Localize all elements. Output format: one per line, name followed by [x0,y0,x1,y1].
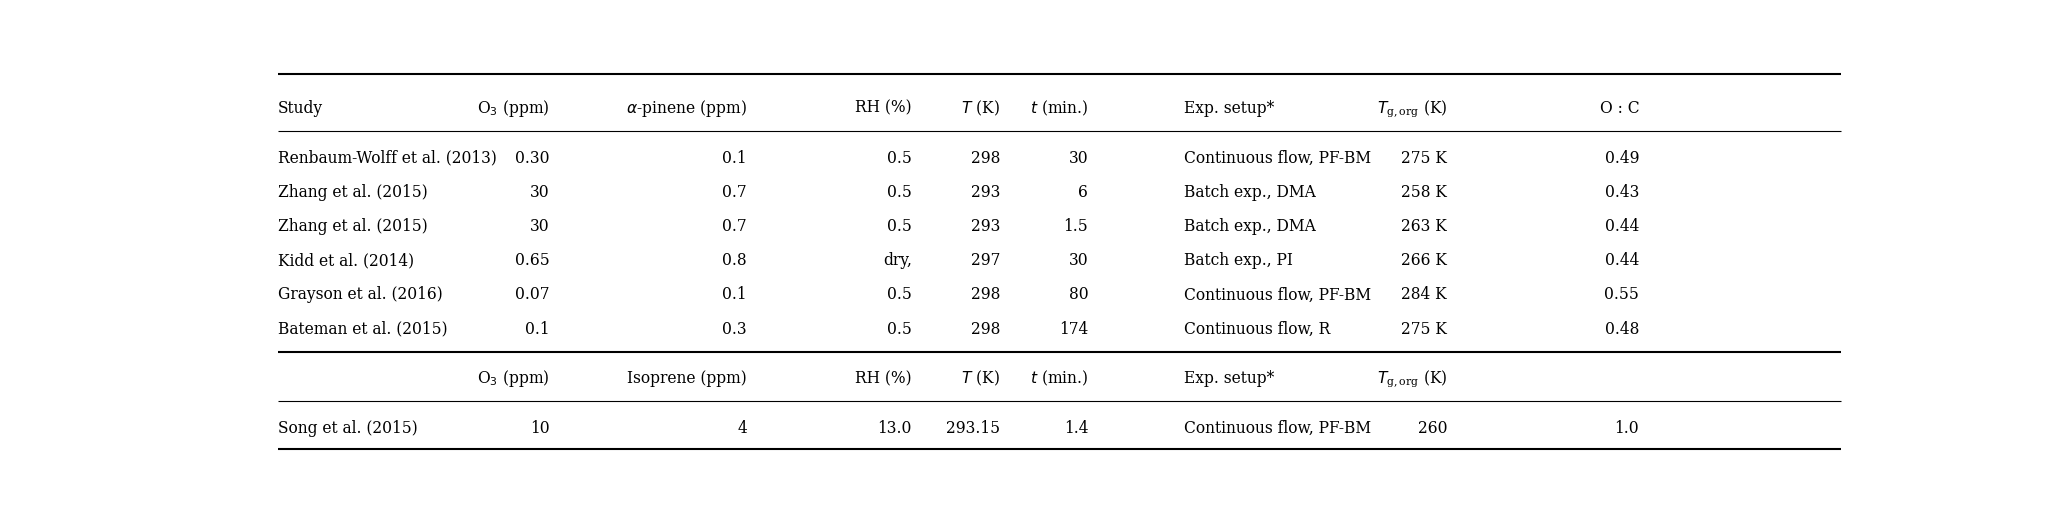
Text: $\alpha$-pinene (ppm): $\alpha$-pinene (ppm) [626,98,746,119]
Text: 0.49: 0.49 [1604,150,1639,166]
Text: Batch exp., PI: Batch exp., PI [1184,251,1294,269]
Text: 30: 30 [531,218,550,235]
Text: Isoprene (ppm): Isoprene (ppm) [626,369,746,386]
Text: 0.1: 0.1 [525,320,550,337]
Text: 0.48: 0.48 [1604,320,1639,337]
Text: Continuous flow, PF-BM: Continuous flow, PF-BM [1184,286,1370,303]
Text: 1.0: 1.0 [1614,419,1639,436]
Text: Bateman et al. (2015): Bateman et al. (2015) [277,320,446,337]
Text: 298: 298 [971,150,1000,166]
Text: 0.5: 0.5 [887,150,912,166]
Text: 0.44: 0.44 [1604,251,1639,269]
Text: 0.43: 0.43 [1604,184,1639,201]
Text: Batch exp., DMA: Batch exp., DMA [1184,184,1317,201]
Text: 258 K: 258 K [1401,184,1447,201]
Text: 275 K: 275 K [1401,320,1447,337]
Text: $T_\mathregular{g,org}$ (K): $T_\mathregular{g,org}$ (K) [1377,367,1447,388]
Text: 0.07: 0.07 [515,286,550,303]
Text: Exp. setup*: Exp. setup* [1184,100,1275,117]
Text: 13.0: 13.0 [878,419,912,436]
Text: 293: 293 [971,184,1000,201]
Text: 260: 260 [1418,419,1447,436]
Text: 174: 174 [1058,320,1087,337]
Text: Grayson et al. (2016): Grayson et al. (2016) [277,286,442,303]
Text: $T$ (K): $T$ (K) [961,368,1000,387]
Text: 263 K: 263 K [1401,218,1447,235]
Text: 298: 298 [971,286,1000,303]
Text: 0.5: 0.5 [887,184,912,201]
Text: 0.5: 0.5 [887,320,912,337]
Text: 1.4: 1.4 [1065,419,1087,436]
Text: Renbaum-Wolff et al. (2013): Renbaum-Wolff et al. (2013) [277,150,496,166]
Text: 30: 30 [531,184,550,201]
Text: 4: 4 [738,419,746,436]
Text: 0.7: 0.7 [721,184,746,201]
Text: 0.55: 0.55 [1604,286,1639,303]
Text: 0.5: 0.5 [887,286,912,303]
Text: dry,: dry, [883,251,912,269]
Text: $T_\mathregular{g,org}$ (K): $T_\mathregular{g,org}$ (K) [1377,98,1447,119]
Text: O$_3$ (ppm): O$_3$ (ppm) [477,367,550,388]
Text: 275 K: 275 K [1401,150,1447,166]
Text: 30: 30 [1069,150,1087,166]
Text: 0.8: 0.8 [721,251,746,269]
Text: Song et al. (2015): Song et al. (2015) [277,419,418,436]
Text: Batch exp., DMA: Batch exp., DMA [1184,218,1317,235]
Text: Continuous flow, PF-BM: Continuous flow, PF-BM [1184,419,1370,436]
Text: Zhang et al. (2015): Zhang et al. (2015) [277,218,428,235]
Text: 298: 298 [971,320,1000,337]
Text: 1.5: 1.5 [1062,218,1087,235]
Text: Zhang et al. (2015): Zhang et al. (2015) [277,184,428,201]
Text: 297: 297 [971,251,1000,269]
Text: 0.1: 0.1 [721,286,746,303]
Text: $T$ (K): $T$ (K) [961,99,1000,118]
Text: Continuous flow, PF-BM: Continuous flow, PF-BM [1184,150,1370,166]
Text: 0.7: 0.7 [721,218,746,235]
Text: Kidd et al. (2014): Kidd et al. (2014) [277,251,413,269]
Text: 30: 30 [1069,251,1087,269]
Text: O$_3$ (ppm): O$_3$ (ppm) [477,98,550,119]
Text: 293.15: 293.15 [947,419,1000,436]
Text: Exp. setup*: Exp. setup* [1184,369,1275,386]
Text: O : C: O : C [1600,100,1639,117]
Text: $t$ (min.): $t$ (min.) [1029,99,1087,118]
Text: $t$ (min.): $t$ (min.) [1029,368,1087,387]
Text: 0.30: 0.30 [515,150,550,166]
Text: 6: 6 [1079,184,1087,201]
Text: 284 K: 284 K [1401,286,1447,303]
Text: 0.5: 0.5 [887,218,912,235]
Text: 0.3: 0.3 [721,320,746,337]
Text: 266 K: 266 K [1401,251,1447,269]
Text: RH (%): RH (%) [856,100,912,117]
Text: Continuous flow, R: Continuous flow, R [1184,320,1331,337]
Text: 293: 293 [971,218,1000,235]
Text: 10: 10 [531,419,550,436]
Text: 0.44: 0.44 [1604,218,1639,235]
Text: 0.1: 0.1 [721,150,746,166]
Text: Study: Study [277,100,322,117]
Text: 80: 80 [1069,286,1087,303]
Text: 0.65: 0.65 [515,251,550,269]
Text: RH (%): RH (%) [856,369,912,386]
